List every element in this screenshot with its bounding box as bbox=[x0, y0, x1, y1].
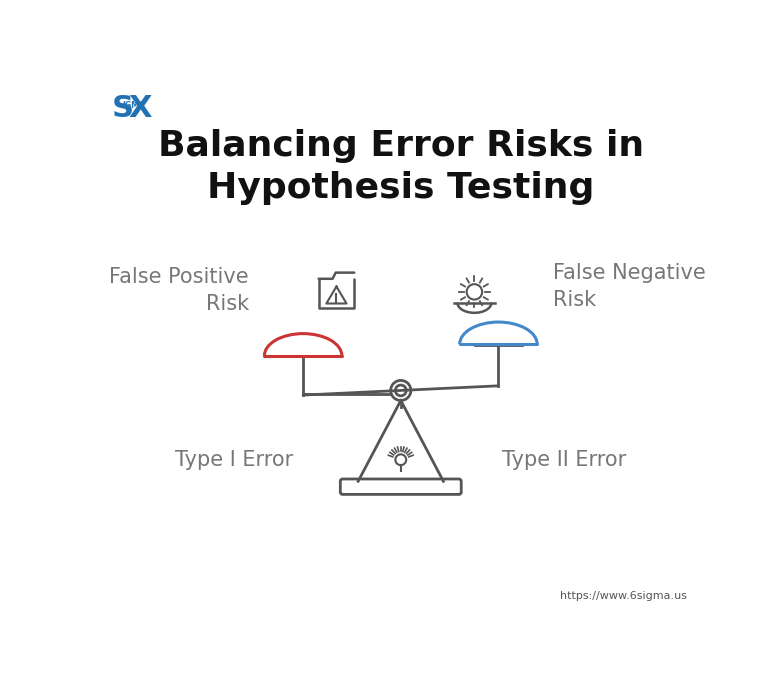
Text: X: X bbox=[129, 94, 152, 123]
Text: Balancing Error Risks in
Hypothesis Testing: Balancing Error Risks in Hypothesis Test… bbox=[158, 128, 644, 205]
Text: Type I Error: Type I Error bbox=[175, 450, 293, 470]
Text: IGMA: IGMA bbox=[123, 101, 145, 110]
Text: S: S bbox=[112, 94, 134, 123]
Text: False Positive
Risk: False Positive Risk bbox=[109, 267, 249, 313]
Text: Type II Error: Type II Error bbox=[502, 450, 626, 470]
Text: False Negative
Risk: False Negative Risk bbox=[553, 263, 705, 310]
Text: https://www.6sigma.us: https://www.6sigma.us bbox=[560, 591, 687, 600]
